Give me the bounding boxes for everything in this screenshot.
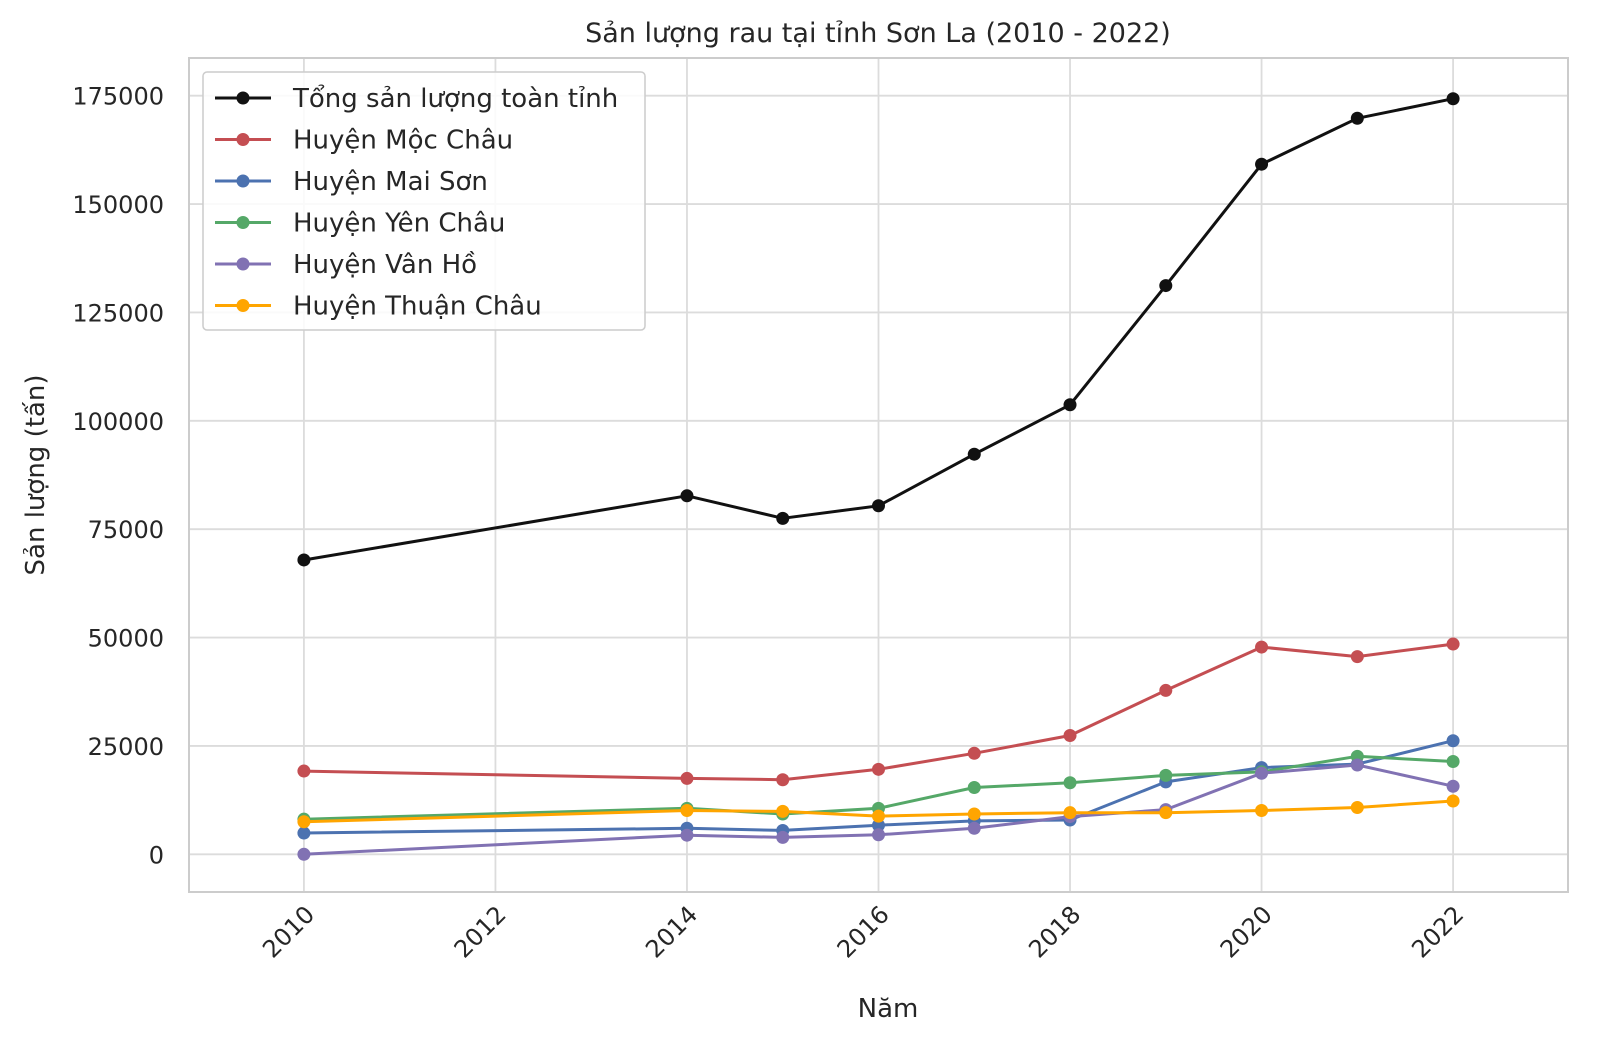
grid <box>189 58 1568 892</box>
data-point <box>680 828 694 842</box>
series-line <box>303 642 1454 782</box>
data-point <box>680 804 694 818</box>
y-tick-label: 50000 <box>88 625 164 653</box>
x-tick-label: 2022 <box>1406 900 1469 963</box>
y-tick-label: 175000 <box>72 83 164 111</box>
x-tick-label: 2018 <box>1023 900 1086 963</box>
x-tick-label: 2016 <box>832 900 895 963</box>
legend-swatch-marker <box>236 133 250 146</box>
y-tick-label: 100000 <box>72 408 164 436</box>
data-point <box>872 809 885 823</box>
data-point <box>1446 92 1460 106</box>
data-point <box>1350 111 1364 125</box>
data-point <box>872 818 885 832</box>
data-point <box>297 815 311 829</box>
x-tick-label: 2020 <box>1215 900 1278 963</box>
series-line <box>303 97 1454 562</box>
legend-label: Huyện Mộc Châu <box>293 126 513 156</box>
legend-swatch-marker <box>236 299 250 312</box>
x-tick-labels: 2010 2012 2014 2016 2018 2020 2022 <box>257 900 1469 963</box>
data-point <box>967 821 981 835</box>
legend-swatch-marker <box>236 174 250 188</box>
data-point <box>1446 637 1460 651</box>
legend-label: Huyện Yên Châu <box>293 209 505 239</box>
legend-entry: Huyện Mộc Châu <box>215 126 513 156</box>
data-point <box>1446 779 1460 793</box>
data-point <box>967 447 981 461</box>
data-point <box>776 511 790 525</box>
data-point <box>680 489 694 503</box>
data-point <box>1159 768 1173 782</box>
data-point <box>1255 804 1269 818</box>
legend: Tổng sản lượng toàn tỉnh Huyện Mộc Châu Hu… <box>202 71 646 331</box>
data-point <box>1063 806 1077 820</box>
legend-label: Huyện Vân Hồ <box>293 250 477 280</box>
data-point <box>1063 776 1077 790</box>
data-point <box>1159 279 1173 293</box>
data-point <box>1446 755 1460 769</box>
legend-swatch-marker <box>236 216 250 229</box>
x-tick-label: 2010 <box>257 900 320 963</box>
series-0 <box>297 92 1460 567</box>
series-layer <box>297 92 1460 861</box>
legend-label: Huyện Thuận Châu <box>293 292 542 322</box>
legend-swatch-marker <box>236 257 250 271</box>
data-point <box>872 762 885 776</box>
data-point <box>297 826 311 840</box>
data-point <box>967 807 981 821</box>
legend-entry: Huyện Vân Hồ <box>215 250 477 280</box>
data-point <box>1255 640 1269 654</box>
series-5 <box>297 794 1460 829</box>
data-point <box>1350 800 1364 814</box>
data-point <box>1255 157 1269 171</box>
x-tick-label: 2012 <box>449 900 512 963</box>
data-point <box>776 804 790 818</box>
x-axis-label: Năm <box>858 994 919 1024</box>
plot-frame <box>188 57 1569 893</box>
data-point <box>1159 806 1173 820</box>
data-point <box>680 771 694 785</box>
y-tick-label: 75000 <box>88 516 164 544</box>
legend-entry: Huyện Thuận Châu <box>215 292 542 322</box>
data-point <box>297 847 311 861</box>
data-point <box>1063 729 1077 743</box>
y-tick-label: 0 <box>149 841 164 869</box>
legend-box <box>202 71 646 331</box>
legend-label: Tổng sản lượng toàn tỉnh <box>292 83 618 114</box>
data-point <box>297 553 311 567</box>
y-tick-label: 150000 <box>72 191 164 219</box>
data-point <box>1063 398 1077 412</box>
legend-swatch-marker <box>236 91 250 105</box>
y-tick-label: 25000 <box>88 733 164 761</box>
legend-entry: Huyện Yên Châu <box>215 209 505 239</box>
series-line <box>303 763 1454 856</box>
legend-entry: Huyện Mai Sơn <box>215 167 488 197</box>
series-1 <box>297 637 1460 787</box>
y-tick-label: 125000 <box>72 299 164 327</box>
data-point <box>872 828 885 842</box>
data-point <box>872 499 885 513</box>
legend-label: Huyện Mai Sơn <box>293 167 488 197</box>
data-point <box>776 830 790 844</box>
series-line <box>303 799 1454 824</box>
series-4 <box>297 758 1460 861</box>
chart-title: Sản lượng rau tại tỉnh Sơn La (2010 - 20… <box>585 18 1171 49</box>
data-point <box>297 764 311 778</box>
data-point <box>967 781 981 795</box>
data-point <box>1446 734 1460 748</box>
data-point <box>967 746 981 760</box>
legend-entry: Tổng sản lượng toàn tỉnh <box>215 83 618 114</box>
x-tick-label: 2014 <box>640 900 703 963</box>
data-point <box>1350 650 1364 664</box>
data-point <box>1159 683 1173 697</box>
data-point <box>1446 794 1460 808</box>
y-axis-label: Sản lượng (tấn) <box>21 375 51 576</box>
data-point <box>1350 758 1364 772</box>
data-point <box>1255 766 1269 780</box>
data-point <box>776 773 790 787</box>
series-line <box>303 739 1454 835</box>
y-tick-labels: 0 25000 50000 75000 100000 125000 150000 175000 <box>72 83 164 870</box>
